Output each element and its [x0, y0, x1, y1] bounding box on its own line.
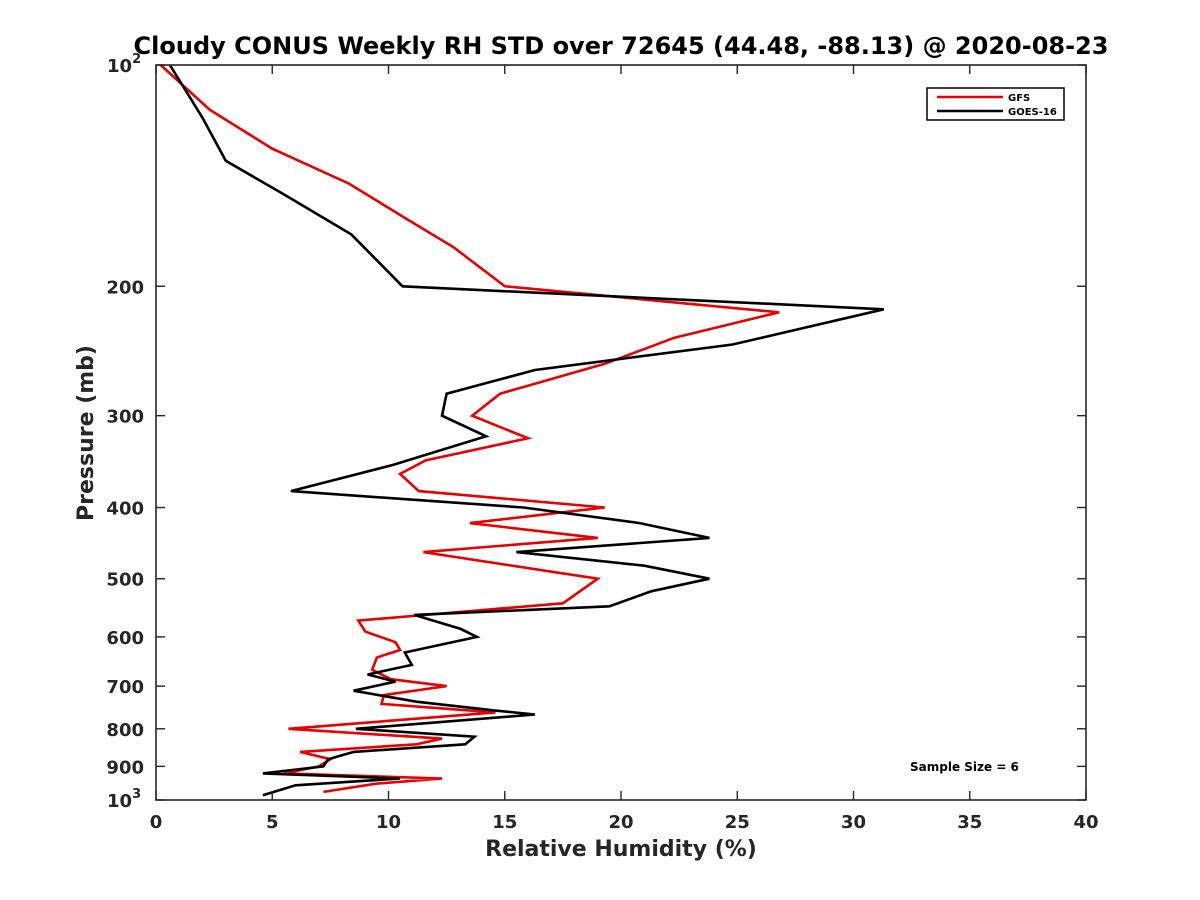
x-tick-label: 20 [608, 812, 633, 833]
y-axis-ticks: 102 200 300 400 500 600 700 800 900 103 [106, 52, 1086, 812]
x-tick-label: 0 [150, 812, 163, 833]
x-tick-label: 15 [492, 812, 517, 833]
y-tick-label: 800 [106, 720, 144, 741]
x-tick-label: 25 [725, 812, 750, 833]
x-tick-label: 5 [266, 812, 279, 833]
y-tick-label: 600 [106, 628, 144, 649]
y-tick-label: 200 [106, 277, 144, 298]
x-tick-label: 35 [957, 812, 982, 833]
plot-lines [159, 64, 884, 797]
y-tick-label: 300 [106, 407, 144, 428]
y-tick-label: 102 [107, 52, 141, 77]
y-axis-label: Pressure (mb) [74, 345, 99, 521]
x-axis-ticks: 0 5 10 15 20 25 30 35 40 [150, 65, 1099, 833]
y-tick-label: 500 [106, 570, 144, 591]
legend-label-gfs: GFS [1008, 93, 1030, 104]
legend-label-goes16: GOES-16 [1008, 107, 1057, 118]
chart-title: Cloudy CONUS Weekly RH STD over 72645 (4… [134, 32, 1109, 60]
y-tick-label: 400 [106, 499, 144, 520]
y-tick-label: 103 [107, 787, 141, 812]
series-line-gfs [159, 64, 780, 794]
x-axis-label: Relative Humidity (%) [485, 837, 757, 862]
legend: GFS GOES-16 [926, 87, 1065, 121]
series-line-goes16 [168, 64, 884, 797]
y-tick-label: 700 [106, 677, 144, 698]
y-tick-label: 900 [106, 757, 144, 778]
legend-box [926, 87, 1065, 121]
sample-size-annotation: Sample Size = 6 [910, 760, 1019, 774]
x-tick-label: 30 [841, 812, 866, 833]
x-tick-label: 40 [1073, 812, 1098, 833]
x-tick-label: 10 [376, 812, 401, 833]
